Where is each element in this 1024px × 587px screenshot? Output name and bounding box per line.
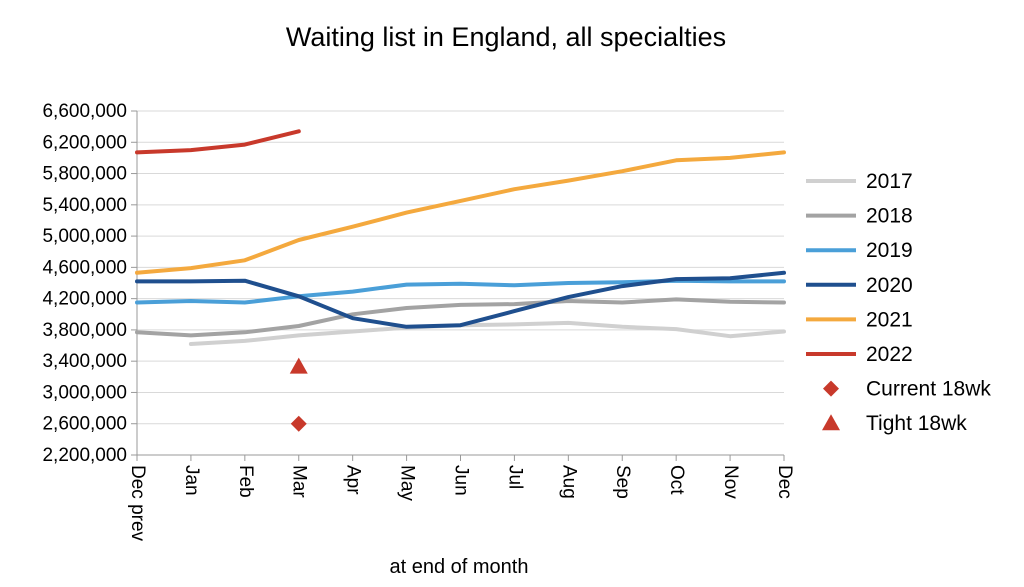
x-tick-label: Feb <box>235 465 256 498</box>
x-axis-label: at end of month <box>390 556 529 578</box>
y-tick-label: 5,400,000 <box>42 195 127 216</box>
markers <box>289 357 308 432</box>
x-tick-label: Aug <box>558 465 579 499</box>
chart-title: Waiting list in England, all specialties <box>286 22 726 52</box>
marker-tight-18wk <box>289 357 308 374</box>
y-tick-label: 2,600,000 <box>42 414 127 435</box>
series-line-2022 <box>135 129 301 155</box>
x-axis: Dec prev Jan Feb Mar Apr May Jun Jul Aug Sep Oct No… <box>127 454 795 542</box>
gridlines <box>137 110 784 456</box>
y-tick-label: 3,400,000 <box>42 351 127 372</box>
x-tick-label: Dec <box>774 465 795 499</box>
legend-swatch-current-18wk <box>823 380 839 397</box>
legend-label-2017: 2017 <box>866 170 913 193</box>
y-tick-label: 5,800,000 <box>42 164 127 185</box>
legend-label-2021: 2021 <box>866 308 913 331</box>
marker-current-18wk <box>290 415 307 432</box>
y-tick-label: 3,000,000 <box>42 382 127 403</box>
legend-label-current-18wk: Current 18wk <box>866 378 991 401</box>
y-tick-label: 4,200,000 <box>42 289 127 310</box>
x-tick-label: Mar <box>289 465 310 498</box>
y-tick-label: 6,600,000 <box>42 101 127 122</box>
y-axis: 2,200,000 2,600,000 3,000,000 3,400,000 3,80… <box>42 101 138 466</box>
legend-label-2018: 2018 <box>866 205 913 228</box>
legend: 2017 2018 2019 2020 2021 2022 Current 18wk Tigh… <box>806 170 991 435</box>
x-tick-label: Jun <box>450 465 471 496</box>
x-tick-label: Sep <box>612 465 633 499</box>
legend-label-2019: 2019 <box>866 239 913 262</box>
series-line-2018 <box>135 297 786 338</box>
series-line-2021 <box>135 150 786 275</box>
y-tick-label: 3,800,000 <box>42 320 127 341</box>
series-lines <box>135 129 786 346</box>
legend-swatch-tight-18wk <box>822 414 840 431</box>
y-tick-label: 2,200,000 <box>42 445 127 466</box>
x-tick-label: Apr <box>343 465 364 495</box>
legend-label-2020: 2020 <box>866 274 913 297</box>
series-line-2020 <box>135 270 786 329</box>
legend-label-tight-18wk: Tight 18wk <box>866 412 967 435</box>
x-tick-label: Jan <box>181 465 202 496</box>
y-tick-label: 6,200,000 <box>42 132 127 153</box>
x-tick-label: Oct <box>666 465 687 495</box>
legend-label-2022: 2022 <box>866 343 913 366</box>
x-tick-label: May <box>397 465 418 501</box>
y-tick-label: 4,600,000 <box>42 257 127 278</box>
series-line-2017 <box>188 320 786 346</box>
x-tick-label: Nov <box>720 465 741 499</box>
y-tick-label: 5,000,000 <box>42 226 127 247</box>
x-tick-label: Jul <box>504 465 525 489</box>
x-tick-label: Dec prev <box>127 465 148 542</box>
